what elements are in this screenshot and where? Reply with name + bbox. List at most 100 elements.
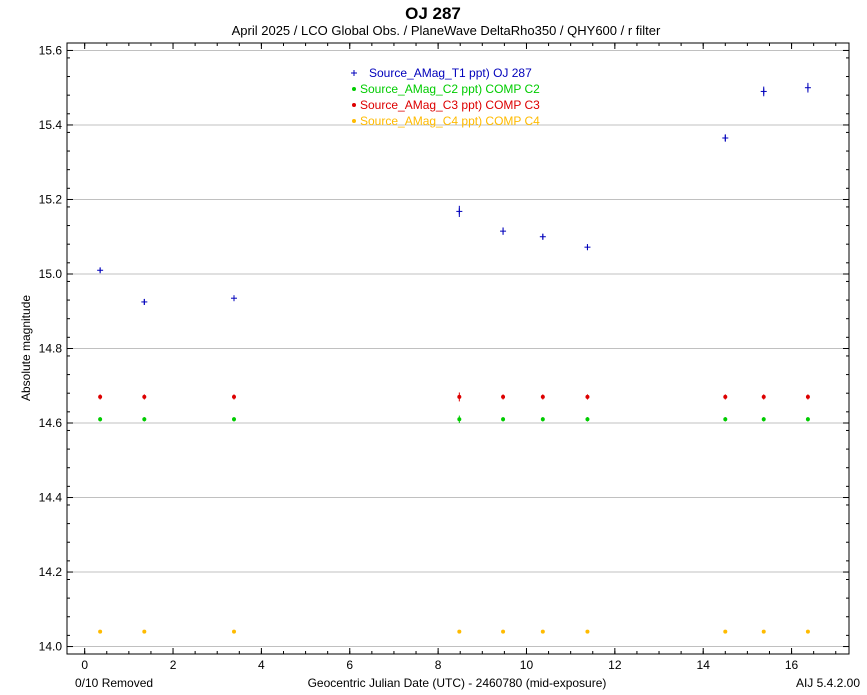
data-point bbox=[142, 629, 147, 634]
data-point bbox=[141, 298, 148, 305]
marker-dot bbox=[142, 417, 147, 422]
marker-dot bbox=[585, 417, 590, 422]
x-axis-label: Geocentric Julian Date (UTC) - 2460780 (… bbox=[308, 676, 607, 690]
marker-dot bbox=[232, 394, 237, 399]
data-point bbox=[585, 394, 590, 400]
data-point bbox=[231, 295, 238, 302]
x-tick-label: 0 bbox=[81, 658, 88, 672]
data-point bbox=[723, 629, 728, 634]
y-tick-label: 14.8 bbox=[39, 342, 63, 356]
marker-dot bbox=[540, 629, 545, 634]
data-series bbox=[97, 82, 811, 634]
data-point bbox=[723, 394, 728, 400]
data-point bbox=[98, 394, 103, 400]
marker-dot bbox=[501, 629, 506, 634]
marker-dot bbox=[761, 394, 766, 399]
series-1 bbox=[98, 415, 810, 424]
data-point bbox=[457, 629, 462, 634]
marker-dot bbox=[501, 417, 506, 422]
data-point bbox=[540, 417, 545, 422]
data-point bbox=[501, 629, 506, 634]
marker-dot bbox=[457, 629, 462, 634]
version-label: AIJ 5.4.2.00 bbox=[796, 676, 860, 690]
data-point bbox=[585, 417, 590, 422]
data-point bbox=[723, 417, 728, 422]
legend-label: Source_AMag_T1 ppt) OJ 287 bbox=[369, 66, 532, 80]
y-tick-label: 14.4 bbox=[39, 491, 63, 505]
data-point bbox=[540, 629, 545, 634]
y-tick-label: 14.2 bbox=[39, 565, 63, 579]
data-point bbox=[456, 205, 463, 217]
legend-item: Source_AMag_C4 ppt) COMP C4 bbox=[352, 114, 540, 128]
data-point bbox=[761, 629, 766, 634]
legend-item: Source_AMag_T1 ppt) OJ 287 bbox=[351, 66, 532, 80]
marker-dot bbox=[98, 417, 103, 422]
legend: Source_AMag_T1 ppt) OJ 287 Source_AMag_C2… bbox=[351, 66, 540, 128]
data-point bbox=[761, 417, 766, 422]
chart-title: OJ 287 bbox=[405, 4, 461, 23]
marker-dot bbox=[540, 417, 545, 422]
data-point bbox=[760, 86, 767, 97]
data-point bbox=[232, 629, 237, 634]
marker-dot bbox=[585, 394, 590, 399]
data-point bbox=[585, 629, 590, 634]
y-tick-label: 14.6 bbox=[39, 416, 63, 430]
series-3 bbox=[98, 629, 810, 634]
legend-marker-dot bbox=[352, 87, 356, 91]
x-tick-label: 12 bbox=[608, 658, 622, 672]
marker-dot bbox=[142, 629, 147, 634]
data-point bbox=[457, 415, 462, 424]
data-point bbox=[142, 394, 147, 400]
legend-item: Source_AMag_C2 ppt) COMP C2 bbox=[352, 82, 540, 96]
data-point bbox=[457, 392, 462, 402]
marker-dot bbox=[98, 394, 103, 399]
removed-count: 0/10 Removed bbox=[75, 676, 153, 690]
legend-marker-dot bbox=[352, 103, 356, 107]
axis-ticks: 14.0 14.2 14.4 14.6 14.8 15.0 15.2 15.4 15.6 0 2 4 6… bbox=[39, 43, 849, 672]
x-tick-label: 16 bbox=[785, 658, 799, 672]
y-tick-label: 15.6 bbox=[39, 43, 63, 57]
data-point bbox=[804, 82, 811, 93]
marker-dot bbox=[805, 394, 810, 399]
data-point bbox=[98, 417, 103, 422]
series-2 bbox=[98, 392, 810, 402]
y-tick-label: 15.0 bbox=[39, 267, 63, 281]
series-0 bbox=[97, 82, 811, 305]
x-tick-label: 14 bbox=[697, 658, 711, 672]
marker-dot bbox=[457, 417, 462, 422]
y-tick-label: 14.0 bbox=[39, 640, 63, 654]
data-point bbox=[97, 267, 104, 274]
marker-dot bbox=[585, 629, 590, 634]
chart-subtitle: April 2025 / LCO Global Obs. / PlaneWave… bbox=[232, 23, 661, 38]
legend-marker-dot bbox=[352, 119, 356, 123]
legend-label: Source_AMag_C4 ppt) COMP C4 bbox=[360, 114, 540, 128]
data-point bbox=[98, 629, 103, 634]
marker-dot bbox=[723, 629, 728, 634]
y-tick-label: 15.4 bbox=[39, 118, 63, 132]
marker-dot bbox=[142, 394, 147, 399]
x-tick-label: 8 bbox=[435, 658, 442, 672]
x-tick-label: 4 bbox=[258, 658, 265, 672]
legend-item: Source_AMag_C3 ppt) COMP C3 bbox=[352, 98, 540, 112]
data-point bbox=[805, 629, 810, 634]
legend-label: Source_AMag_C3 ppt) COMP C3 bbox=[360, 98, 540, 112]
data-point bbox=[805, 394, 810, 400]
data-point bbox=[500, 227, 507, 235]
x-tick-label: 2 bbox=[170, 658, 177, 672]
x-tick-label: 6 bbox=[346, 658, 353, 672]
grid-lines bbox=[67, 49, 849, 648]
data-point bbox=[142, 417, 147, 422]
data-point bbox=[501, 417, 506, 422]
y-axis-label: Absolute magnitude bbox=[19, 295, 33, 401]
data-point bbox=[232, 417, 237, 422]
marker-dot bbox=[501, 394, 506, 399]
data-point bbox=[722, 134, 729, 142]
marker-dot bbox=[98, 629, 103, 634]
data-point bbox=[501, 394, 506, 400]
marker-dot bbox=[723, 417, 728, 422]
marker-dot bbox=[805, 629, 810, 634]
x-tick-label: 10 bbox=[520, 658, 534, 672]
data-point bbox=[540, 394, 545, 400]
marker-dot bbox=[457, 394, 462, 399]
